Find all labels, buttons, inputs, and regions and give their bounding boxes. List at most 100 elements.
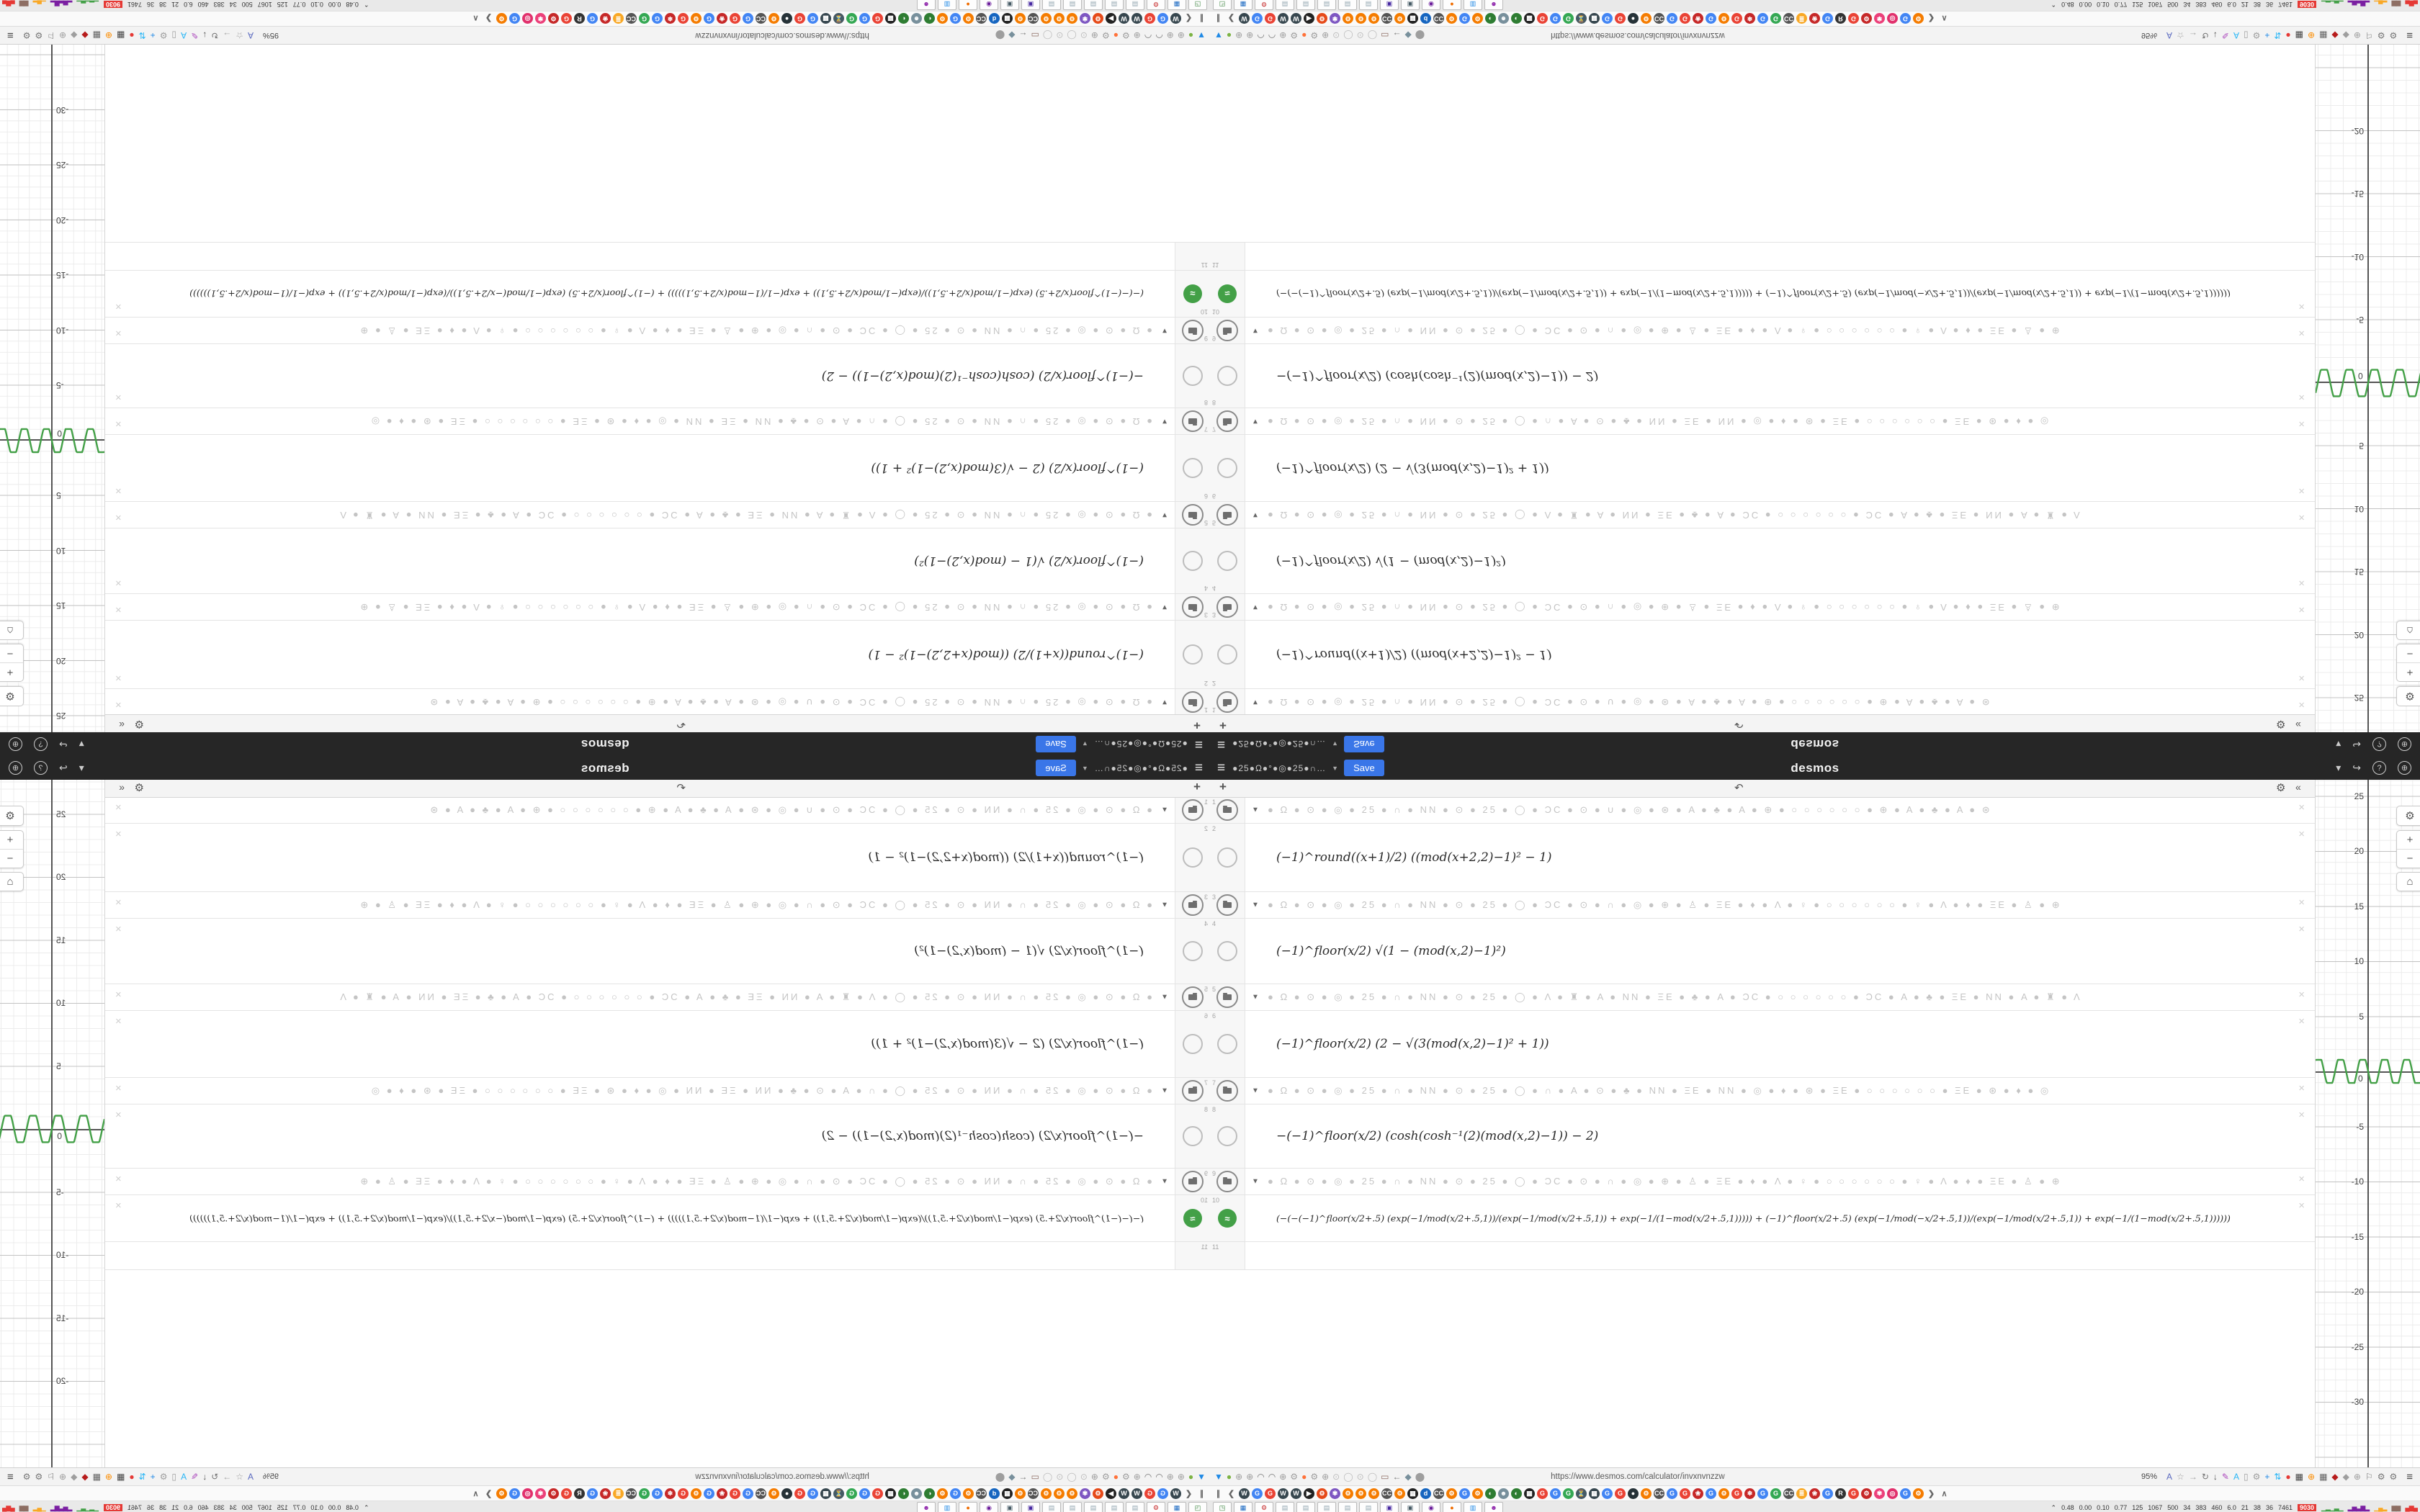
bookmark-favicon[interactable]: CC (1433, 1488, 1444, 1499)
funnel-extension-icon[interactable]: ▼ (1214, 30, 1223, 40)
green-dot-extension-icon[interactable]: ● (1226, 30, 1232, 40)
reload-icon[interactable]: ↻ (2201, 30, 2209, 40)
bookmark-favicon[interactable]: G (743, 13, 753, 24)
bookmark-favicon[interactable]: ∥ (1199, 14, 1204, 23)
shield-icon[interactable]: ◆ (1008, 1472, 1016, 1482)
bookmark-favicon[interactable]: G (1157, 1488, 1168, 1499)
row-gutter[interactable]: 1 (1175, 689, 1210, 715)
translate-icon[interactable]: A (2166, 30, 2173, 40)
expression-row[interactable]: 8 −(−1)^floor(x/2) (cosh(cosh⁻¹(2)(mod(x,… (1210, 343, 2315, 408)
expression-row[interactable]: 6 (−1)^floor(x/2) (2 − √(3(mod(x,2)−1)² +… (1210, 434, 2315, 501)
add-extension-icon[interactable]: + (150, 1472, 156, 1482)
account-caret-icon[interactable]: ▾ (79, 762, 84, 773)
gear-extension-icon[interactable]: ⚙ (1101, 1472, 1110, 1482)
bookmark-favicon[interactable]: ∧ (472, 14, 479, 23)
delete-row-icon[interactable]: × (2298, 300, 2305, 312)
bookmark-favicon[interactable]: ✾ (1874, 13, 1885, 24)
globe-extension-icon[interactable]: ⊕ (1322, 30, 1330, 40)
globe-extension-icon[interactable]: ⊕ (1177, 1472, 1185, 1482)
taskbar-button-notepad-app[interactable]: ▤ (1063, 1502, 1082, 1512)
bookmark-favicon[interactable]: G (1680, 1488, 1690, 1499)
bookmark-favicon[interactable]: G (1667, 1488, 1677, 1499)
url-text[interactable]: https://www.desmos.com/calculator/invxnv… (1551, 31, 1725, 40)
gear-extension-icon[interactable]: ⚙ (1310, 30, 1319, 40)
bookmark-favicon[interactable]: W (1291, 1488, 1301, 1499)
row-gutter[interactable]: 7 (1210, 1078, 1245, 1104)
folder-icon[interactable] (1216, 596, 1238, 618)
gear-extension-icon[interactable]: ⚙ (2389, 1472, 2398, 1482)
zoom-in-button[interactable]: + (6, 666, 14, 678)
bookmark-favicon[interactable]: ▦ (1407, 13, 1418, 24)
bookmark-favicon[interactable]: G (587, 1488, 598, 1499)
hidden-expression-circle-icon[interactable] (1183, 941, 1203, 961)
row-gutter[interactable]: 8 (1175, 344, 1210, 408)
pen-extension-icon[interactable]: ✎ (2221, 1472, 2229, 1482)
taskbar-button-notepad-app[interactable]: ▤ (1063, 0, 1082, 10)
taskbar-button-media-app[interactable]: ◉ (980, 1502, 998, 1512)
save-button[interactable]: Save (1344, 760, 1384, 776)
pen-extension-icon[interactable]: ✎ (2221, 30, 2229, 40)
bookmark-favicon[interactable]: G (1900, 1488, 1911, 1499)
bookmark-favicon[interactable]: ⚙ (1913, 13, 1924, 24)
row-gutter[interactable]: 4 (1210, 919, 1245, 984)
folder-row[interactable]: 3 ▼ ● Ω ● ⊙ ● ◎ ● 25 ● ∩ ● NN ● ⊙ ● 25 ● ◯… (105, 593, 1210, 620)
taskbar-button-drive-app[interactable]: ◳ (1213, 1502, 1232, 1512)
bookmark-favicon[interactable]: ● (1628, 13, 1639, 24)
funnel-extension-icon[interactable]: ▼ (1197, 30, 1206, 40)
bookmark-favicon[interactable]: ⚙ (1446, 1488, 1457, 1499)
row-gutter[interactable]: 4 (1210, 528, 1245, 593)
row-gutter[interactable]: 2 (1210, 621, 1245, 688)
bookmark-favicon[interactable]: ⚙ (1317, 1488, 1327, 1499)
expression-latex[interactable]: (−(−(−1)^floor(x/2+.5) (exp(−1/mod(x/2+.… (189, 288, 1144, 300)
folder-icon[interactable] (1182, 504, 1204, 526)
folder-collapse-caret[interactable]: ▼ (1161, 993, 1168, 1002)
folder-row[interactable]: 1 ▼ ● Ω ● ⊙ ● ◎ ● 25 ● ∩ ● NN ● ⊙ ● 25 ● ◯… (105, 797, 1210, 824)
taskbar-button-docs-app[interactable]: ▥ (938, 0, 956, 10)
folder-icon[interactable]: ▭ (1031, 30, 1039, 40)
expression-row[interactable]: 4 (−1)^floor(x/2) √(1 − (mod(x,2)−1)²) × (105, 919, 1210, 984)
bookmark-favicon[interactable]: ❯ (485, 14, 493, 23)
firefox-icon[interactable]: ● (1301, 1472, 1307, 1482)
browser-menu-icon[interactable]: ≡ (2406, 1470, 2413, 1483)
undo-icon[interactable]: ↶ (676, 718, 686, 730)
flag-extension-icon[interactable]: ⚐ (47, 1472, 55, 1482)
hidden-expression-circle-icon[interactable] (1217, 1034, 1237, 1054)
taskbar-button-calculator-app[interactable]: ▣ (1380, 1502, 1399, 1512)
taskbar-button-notepad-app[interactable]: ▤ (1276, 0, 1294, 10)
bookmark-favicon[interactable]: ≣ (613, 1488, 624, 1499)
firefox-icon[interactable]: ● (1113, 30, 1119, 40)
globe-extension-icon[interactable]: ⊕ (2308, 30, 2316, 40)
folder-emoji-title[interactable]: ● Ω ● ⊙ ● ◎ ● 25 ● ∩ ● NN ● ⊙ ● 25 ● ◯ ●… (338, 991, 1152, 1002)
row-gutter[interactable]: 5 (1175, 984, 1210, 1010)
row-gutter[interactable]: 9 (1175, 1169, 1210, 1194)
tab-dot-icon[interactable]: ⊙ (1080, 30, 1088, 40)
lock-icon[interactable]: ⬤ (1415, 30, 1425, 40)
row-gutter[interactable]: 1 (1210, 797, 1245, 823)
taskbar-button-calculator-app[interactable]: ▣ (1000, 0, 1019, 10)
account-caret-icon[interactable]: ▾ (79, 739, 84, 750)
translate-extension-icon[interactable]: A (2233, 1472, 2239, 1482)
green-dot-extension-icon[interactable]: ● (1188, 30, 1194, 40)
folder-icon[interactable] (1182, 986, 1204, 1008)
folder-row[interactable]: 9 ▼ ● Ω ● ⊙ ● ◎ ● 25 ● ∩ ● NN ● ⊙ ● 25 ● ◯… (105, 317, 1210, 343)
taskbar-button-notepad-app[interactable]: ▤ (1317, 1502, 1336, 1512)
folder-collapse-caret[interactable]: ▼ (1161, 510, 1168, 519)
download-icon[interactable]: ↓ (2213, 1472, 2218, 1482)
bookmark-favicon[interactable]: ⚙ (1067, 1488, 1077, 1499)
add-expression-button[interactable]: + (1219, 719, 1227, 732)
bookmark-favicon[interactable]: ❄ (1744, 13, 1755, 24)
bookmark-favicon[interactable]: ❯ (1927, 1489, 1935, 1498)
bookmark-favicon[interactable]: G (846, 13, 857, 24)
save-button[interactable]: Save (1036, 736, 1076, 752)
globe-icon[interactable]: ⊕ (9, 761, 22, 775)
taskbar-button-floppy64-app[interactable]: ▦ (1234, 0, 1252, 10)
bookmark-favicon[interactable]: ⏳ (833, 13, 844, 24)
bookmark-favicon[interactable]: ∧ (1941, 1489, 1948, 1498)
tab-dot-icon[interactable]: ⊙ (1056, 1472, 1064, 1482)
folder-icon[interactable] (1182, 894, 1204, 916)
folder-emoji-title[interactable]: ● Ω ● ⊙ ● ◎ ● 25 ● ∩ ● NN ● ⊙ ● 25 ● ◯ ●… (1268, 1176, 2062, 1187)
globe-icon[interactable]: ⊕ (2398, 737, 2411, 751)
row-gutter[interactable]: 3 (1210, 594, 1245, 620)
row-gutter[interactable]: 9 (1210, 318, 1245, 343)
tab-dot-icon[interactable]: ⊙ (1332, 1472, 1340, 1482)
